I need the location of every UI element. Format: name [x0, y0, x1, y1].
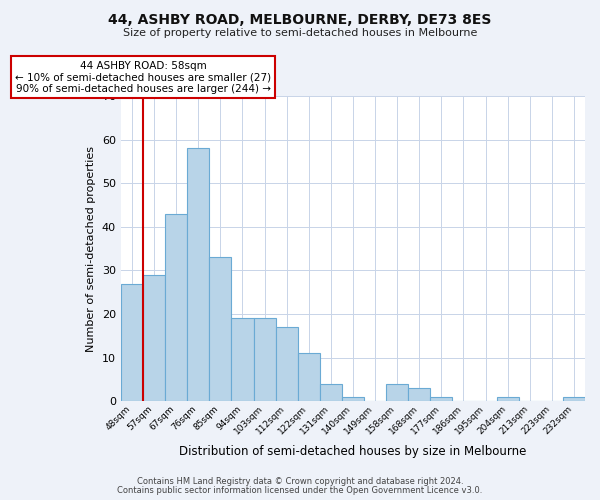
Y-axis label: Number of semi-detached properties: Number of semi-detached properties	[86, 146, 97, 352]
Bar	[165, 214, 187, 402]
Bar	[563, 397, 585, 402]
Text: 44 ASHBY ROAD: 58sqm
← 10% of semi-detached houses are smaller (27)
90% of semi-: 44 ASHBY ROAD: 58sqm ← 10% of semi-detac…	[15, 60, 271, 94]
Text: 44, ASHBY ROAD, MELBOURNE, DERBY, DE73 8ES: 44, ASHBY ROAD, MELBOURNE, DERBY, DE73 8…	[109, 12, 491, 26]
Bar	[497, 397, 519, 402]
Bar	[298, 354, 320, 402]
Bar	[320, 384, 342, 402]
Bar	[430, 397, 452, 402]
Text: Contains HM Land Registry data © Crown copyright and database right 2024.: Contains HM Land Registry data © Crown c…	[137, 477, 463, 486]
Bar	[254, 318, 275, 402]
X-axis label: Distribution of semi-detached houses by size in Melbourne: Distribution of semi-detached houses by …	[179, 444, 527, 458]
Text: Contains public sector information licensed under the Open Government Licence v3: Contains public sector information licen…	[118, 486, 482, 495]
Bar	[187, 148, 209, 402]
Bar	[232, 318, 254, 402]
Bar	[408, 388, 430, 402]
Bar	[386, 384, 408, 402]
Bar	[209, 258, 232, 402]
Text: Size of property relative to semi-detached houses in Melbourne: Size of property relative to semi-detach…	[123, 28, 477, 38]
Bar	[121, 284, 143, 402]
Bar	[275, 327, 298, 402]
Bar	[342, 397, 364, 402]
Bar	[143, 275, 165, 402]
